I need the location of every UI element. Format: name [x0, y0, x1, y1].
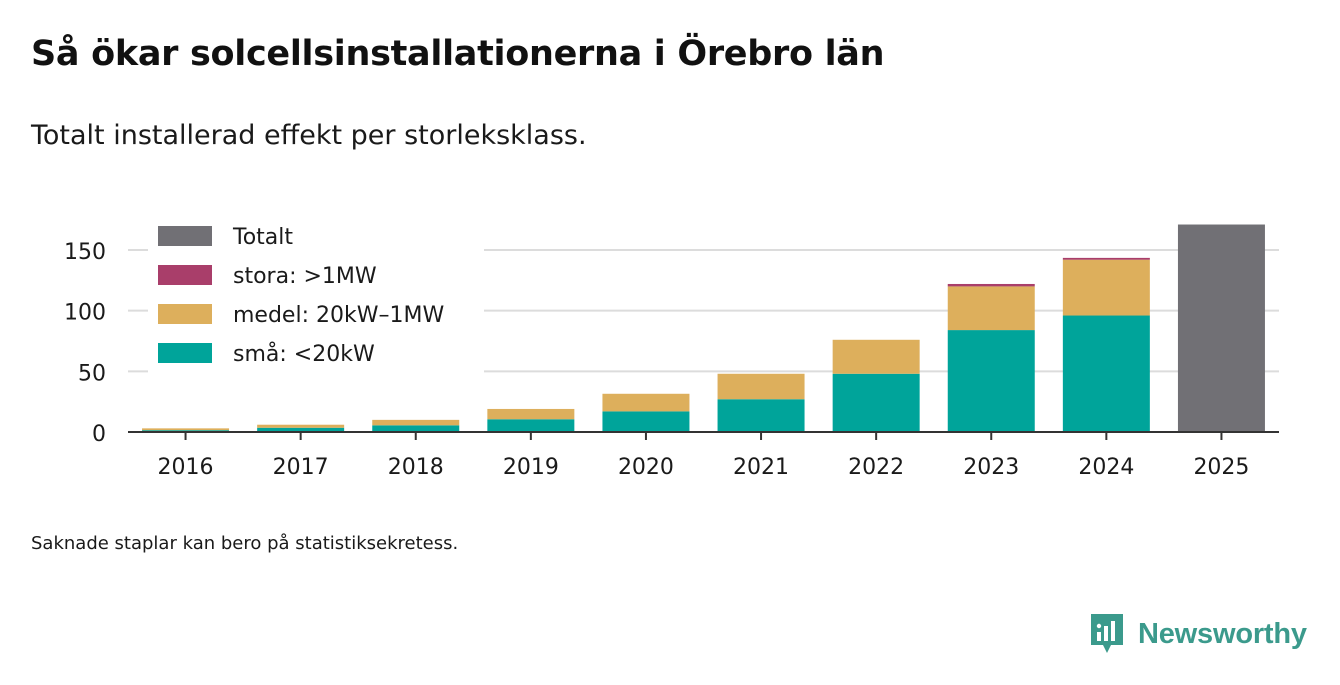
legend-label-totalt: Totalt: [232, 225, 293, 250]
legend-label-stora-1mw: stora: >1MW: [233, 264, 377, 289]
x-tick-label: 2022: [848, 455, 904, 480]
newsworthy-logo-icon: [1091, 614, 1123, 653]
bar-sm-20kw-2020: [602, 411, 690, 432]
x-axis: 2016 2017 2018 2019 2020 2021 2022 2023 2024 2025: [128, 431, 1279, 480]
y-tick-label: 150: [64, 240, 106, 265]
chart-title: Så ökar solcellsinstallationerna i Örebr…: [31, 34, 885, 74]
footnote: Saknade staplar kan bero på statistiksek…: [31, 533, 459, 554]
x-tick-label: 2017: [273, 455, 329, 480]
legend-swatch-totalt: [158, 226, 212, 246]
bar-stora-1mw-2023: [947, 283, 1035, 287]
x-tick-label: 2021: [733, 455, 789, 480]
bars: [142, 224, 1265, 432]
legend-swatch-sm-20kw: [158, 343, 212, 363]
bar-sm-20kw-2024: [1062, 315, 1150, 432]
y-tick-label: 0: [92, 422, 106, 447]
bar-sm-20kw-2019: [487, 419, 575, 432]
chart-subtitle: Totalt installerad effekt per storlekskl…: [31, 120, 587, 151]
legend-swatch-stora-1mw: [158, 265, 212, 285]
bar-stora-1mw-2024: [1062, 257, 1150, 260]
legend-swatch-medel-20kw-1mw: [158, 304, 212, 324]
bar-medel-20kw-1mw-2018: [372, 419, 460, 426]
bar-medel-20kw-1mw-2023: [947, 286, 1035, 331]
bar-medel-20kw-1mw-2016: [142, 428, 230, 431]
x-tick-label: 2019: [503, 455, 559, 480]
x-tick-label: 2025: [1193, 455, 1249, 480]
brand[interactable]: Newsworthy: [1089, 612, 1307, 656]
legend: Totalt stora: >1MW medel: 20kW–1MW små: <20…: [148, 217, 484, 377]
x-tick-label: 2023: [963, 455, 1019, 480]
x-tick-label: 2024: [1078, 455, 1134, 480]
x-tick-label: 2016: [158, 455, 214, 480]
bar-sm-20kw-2022: [832, 373, 920, 432]
bar-medel-20kw-1mw-2019: [487, 408, 575, 420]
y-tick-label: 50: [78, 361, 106, 386]
bar-sm-20kw-2023: [947, 330, 1035, 432]
x-tick-label: 2020: [618, 455, 674, 480]
bar-medel-20kw-1mw-2022: [832, 339, 920, 374]
bar-totalt-2025: [1177, 224, 1265, 432]
bar-sm-20kw-2021: [717, 399, 805, 432]
brand-name: Newsworthy: [1138, 617, 1307, 650]
y-tick-label: 100: [64, 301, 106, 326]
bar-sm-20kw-2017: [257, 427, 345, 432]
legend-label-medel-20kw-1mw: medel: 20kW–1MW: [233, 303, 444, 328]
bar-medel-20kw-1mw-2021: [717, 373, 805, 400]
bar-medel-20kw-1mw-2017: [257, 424, 345, 428]
y-axis-tick-labels: 0 50 100 150: [64, 240, 106, 447]
bar-sm-20kw-2018: [372, 425, 460, 432]
bar-medel-20kw-1mw-2024: [1062, 259, 1150, 316]
legend-label-sm-20kw: små: <20kW: [233, 341, 375, 367]
bar-medel-20kw-1mw-2020: [602, 393, 690, 412]
x-tick-label: 2018: [388, 455, 444, 480]
